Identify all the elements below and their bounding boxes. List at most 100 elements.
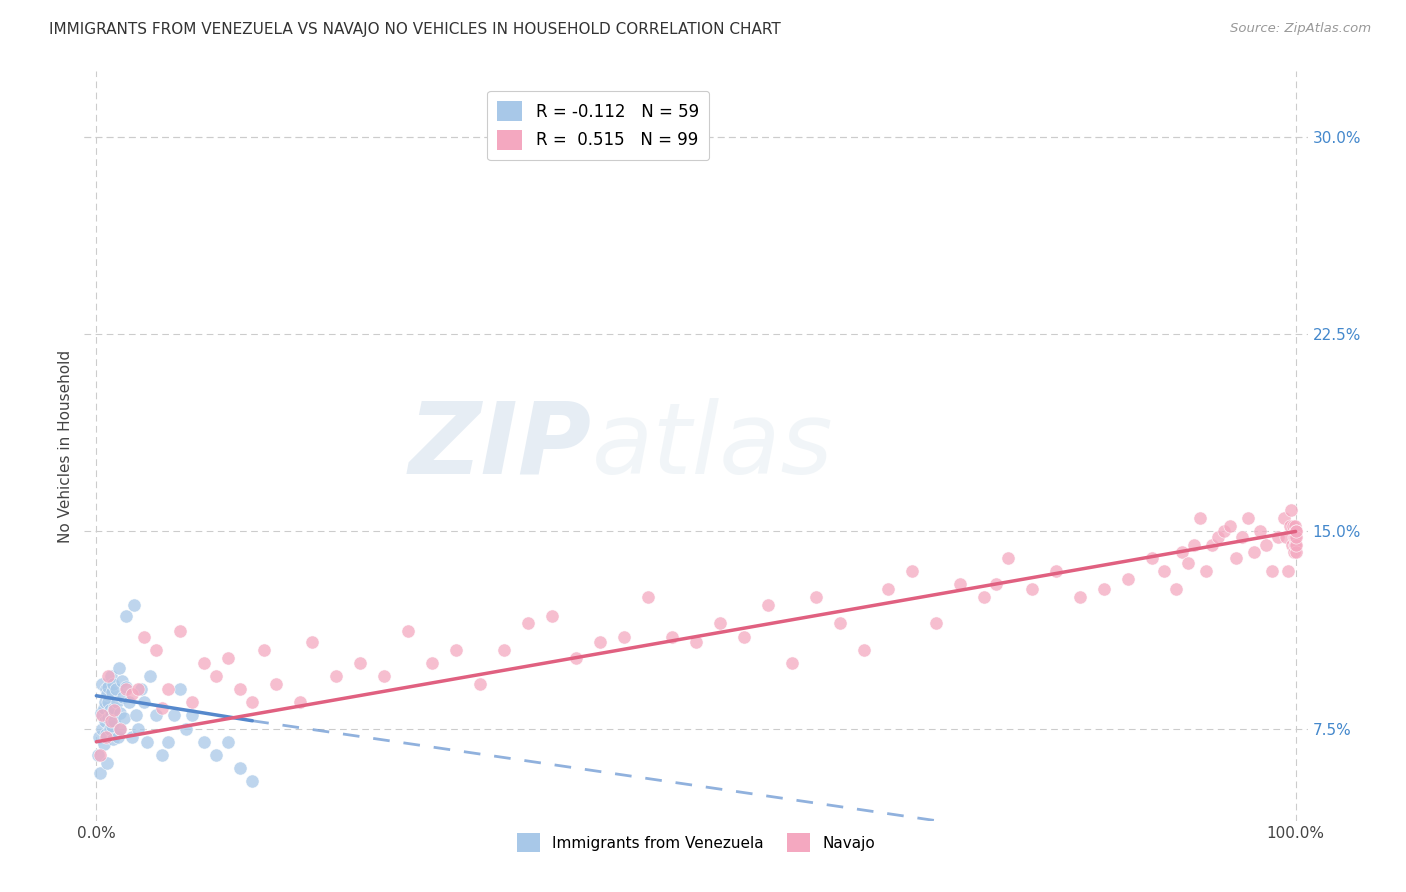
Point bbox=[104, 682, 127, 697]
Point bbox=[98, 722, 121, 736]
Point bbox=[373, 669, 395, 683]
Point bbox=[1282, 530, 1305, 544]
Point bbox=[108, 661, 131, 675]
Point bbox=[169, 624, 191, 639]
Point bbox=[107, 730, 129, 744]
Point bbox=[125, 708, 148, 723]
Point bbox=[949, 577, 972, 591]
Point bbox=[1140, 550, 1163, 565]
Point bbox=[253, 642, 276, 657]
Point bbox=[1230, 530, 1253, 544]
Point bbox=[984, 577, 1007, 591]
Point bbox=[127, 722, 149, 736]
Point bbox=[1284, 545, 1306, 559]
Point bbox=[1275, 530, 1298, 544]
Point bbox=[1279, 503, 1302, 517]
Point bbox=[181, 695, 204, 709]
Point bbox=[193, 656, 215, 670]
Point bbox=[118, 695, 141, 709]
Point bbox=[134, 695, 156, 709]
Point bbox=[115, 682, 138, 697]
Point bbox=[101, 719, 124, 733]
Point bbox=[103, 700, 125, 714]
Point bbox=[661, 630, 683, 644]
Point bbox=[444, 642, 467, 657]
Point bbox=[181, 708, 204, 723]
Point bbox=[1284, 545, 1306, 559]
Point bbox=[205, 669, 228, 683]
Point bbox=[103, 703, 125, 717]
Point bbox=[217, 735, 239, 749]
Point bbox=[1219, 519, 1241, 533]
Point bbox=[1164, 582, 1187, 597]
Point bbox=[91, 708, 114, 723]
Y-axis label: No Vehicles in Household: No Vehicles in Household bbox=[58, 350, 73, 542]
Point bbox=[565, 650, 588, 665]
Point bbox=[1284, 530, 1306, 544]
Point bbox=[290, 695, 312, 709]
Point bbox=[97, 669, 120, 683]
Point bbox=[93, 714, 117, 728]
Text: Source: ZipAtlas.com: Source: ZipAtlas.com bbox=[1230, 22, 1371, 36]
Point bbox=[110, 722, 132, 736]
Point bbox=[1284, 524, 1306, 539]
Text: ZIP: ZIP bbox=[409, 398, 592, 494]
Point bbox=[93, 738, 115, 752]
Point bbox=[301, 635, 323, 649]
Point bbox=[115, 608, 138, 623]
Point bbox=[1284, 530, 1306, 544]
Point bbox=[229, 682, 252, 697]
Point bbox=[229, 761, 252, 775]
Point bbox=[150, 700, 173, 714]
Point bbox=[91, 677, 114, 691]
Point bbox=[101, 685, 124, 699]
Point bbox=[205, 747, 228, 762]
Point bbox=[1281, 538, 1303, 552]
Point bbox=[1267, 530, 1289, 544]
Point bbox=[733, 630, 755, 644]
Point bbox=[1021, 582, 1043, 597]
Point bbox=[541, 608, 564, 623]
Point bbox=[97, 695, 120, 709]
Text: IMMIGRANTS FROM VENEZUELA VS NAVAJO NO VEHICLES IN HOUSEHOLD CORRELATION CHART: IMMIGRANTS FROM VENEZUELA VS NAVAJO NO V… bbox=[49, 22, 780, 37]
Point bbox=[115, 680, 138, 694]
Point bbox=[613, 630, 636, 644]
Point bbox=[111, 690, 134, 704]
Point bbox=[174, 722, 197, 736]
Point bbox=[589, 635, 612, 649]
Point bbox=[1278, 519, 1301, 533]
Point bbox=[1201, 538, 1223, 552]
Point bbox=[100, 669, 122, 683]
Point bbox=[1045, 564, 1067, 578]
Point bbox=[100, 708, 122, 723]
Point bbox=[96, 756, 118, 770]
Point bbox=[157, 682, 180, 697]
Point bbox=[1284, 538, 1306, 552]
Point bbox=[129, 682, 152, 697]
Point bbox=[1225, 550, 1247, 565]
Point bbox=[150, 747, 173, 762]
Point bbox=[110, 674, 132, 689]
Point bbox=[1177, 556, 1199, 570]
Point bbox=[349, 656, 371, 670]
Point bbox=[94, 682, 117, 697]
Point bbox=[145, 642, 167, 657]
Point bbox=[101, 677, 124, 691]
Point bbox=[96, 688, 118, 702]
Point bbox=[1277, 564, 1299, 578]
Point bbox=[828, 616, 851, 631]
Point bbox=[112, 711, 135, 725]
Point bbox=[94, 730, 117, 744]
Point bbox=[100, 714, 122, 728]
Point bbox=[1182, 538, 1205, 552]
Point bbox=[157, 735, 180, 749]
Point bbox=[122, 598, 145, 612]
Point bbox=[1153, 564, 1175, 578]
Point bbox=[709, 616, 731, 631]
Point bbox=[1249, 524, 1271, 539]
Point bbox=[89, 747, 111, 762]
Point bbox=[98, 703, 121, 717]
Point bbox=[127, 682, 149, 697]
Point bbox=[876, 582, 898, 597]
Point bbox=[396, 624, 419, 639]
